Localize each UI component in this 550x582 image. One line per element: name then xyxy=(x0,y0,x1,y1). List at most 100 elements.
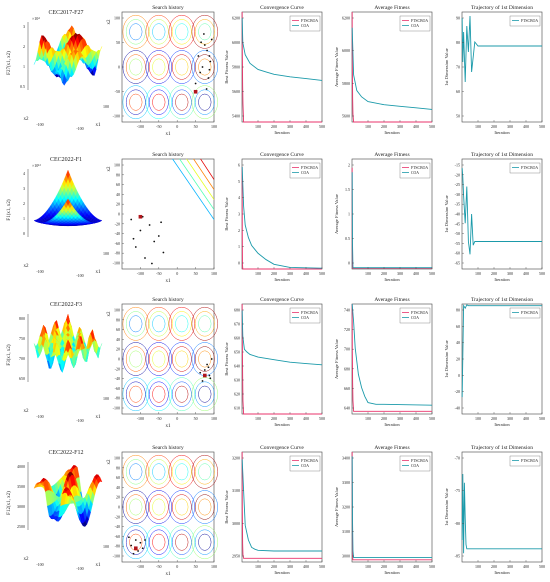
x-tick-label: 50 xyxy=(194,416,198,421)
contour-line xyxy=(191,14,218,49)
x2-axis-label: x2 xyxy=(24,117,30,122)
x-tick-label: 400 xyxy=(413,564,419,569)
contour-line xyxy=(175,58,189,76)
search-point xyxy=(139,229,142,232)
contour-line xyxy=(194,311,215,337)
x-tick-label: 100 xyxy=(475,416,481,421)
contour-line xyxy=(171,346,192,372)
best-point-marker xyxy=(193,89,198,94)
y-tick-label: 6 xyxy=(238,163,240,168)
y-tick-label: -20 xyxy=(115,221,120,226)
y-tick-label: 3000 xyxy=(342,554,350,559)
best-point-marker xyxy=(138,214,143,219)
legend-box xyxy=(399,307,431,324)
panel-title: Convergence Curve xyxy=(260,297,304,303)
axes-box xyxy=(461,451,543,563)
contour-line xyxy=(193,158,215,190)
y-tick-label: 660 xyxy=(234,336,240,341)
legend-label: FTSCBOA xyxy=(521,311,538,315)
panel-title: Average Fitness xyxy=(374,152,409,158)
panel-title: Average Fitness xyxy=(374,297,409,303)
legend-box xyxy=(509,15,541,27)
x-tick-label: 300 xyxy=(397,124,403,129)
y-tick-label: 80 xyxy=(116,465,120,470)
contour-line xyxy=(191,306,218,341)
contour-line xyxy=(129,58,143,76)
x-axis-label: x1 xyxy=(166,424,172,429)
legend-label: COA xyxy=(411,464,419,468)
legend-box xyxy=(399,15,431,32)
contour-line xyxy=(129,463,143,481)
y-tick-label: 630 xyxy=(234,378,240,383)
x-tick-label: 300 xyxy=(507,416,513,421)
x-axis-label: Iteration xyxy=(494,277,510,282)
search-point xyxy=(144,539,146,541)
x-tick-label: 300 xyxy=(287,416,293,421)
y-axis-label: 1st Dimension Value xyxy=(444,340,449,377)
y-tick-label: 60 xyxy=(116,327,120,332)
search-point xyxy=(194,82,197,85)
contour-line xyxy=(175,93,189,111)
legend-label: FTSCBOA xyxy=(521,459,538,463)
y-tick-label: 3400 xyxy=(342,456,350,461)
contour-line xyxy=(171,529,192,555)
y-axis-label: 1st Dimension Value xyxy=(444,488,449,525)
x-tick-label: 100 xyxy=(103,104,109,109)
y-tick-label: -60 xyxy=(455,251,460,256)
convergence-panel-3: Convergence Curve 100 200 300 400 500 3200 3100… xyxy=(224,445,325,575)
y-tick-label: 5800 xyxy=(232,65,240,70)
convergence-panel-0: Convergence Curve 100 200 300 400 500 6200 6000… xyxy=(224,5,325,135)
x-tick-label: 100 xyxy=(365,271,371,276)
x-axis-label: Iteration xyxy=(494,422,510,427)
y-tick-label: -85 xyxy=(455,554,460,559)
search-point xyxy=(151,262,153,265)
x-tick-label: 200 xyxy=(381,416,387,421)
y-tick-label: 80 xyxy=(456,40,460,45)
contour-line xyxy=(198,533,212,551)
contour-line xyxy=(194,381,215,407)
contour-line xyxy=(148,381,169,407)
x-tick-label: 400 xyxy=(413,416,419,421)
y-axis-label: Best Fitness Value xyxy=(224,342,229,375)
x-tick-label: 50 xyxy=(194,124,198,129)
y-tick-label: 0 xyxy=(348,261,350,266)
x-tick-label: 400 xyxy=(303,124,309,129)
contour-line xyxy=(145,377,172,412)
contour-line xyxy=(198,58,212,76)
y-tick-label: 20 xyxy=(116,202,120,207)
contour-line xyxy=(129,315,143,333)
y-tick-label: -100 xyxy=(113,261,120,266)
surface-mesh xyxy=(33,465,103,527)
y-tick-label: -100 xyxy=(113,114,120,119)
legend-box xyxy=(289,455,321,472)
legend: FTSCBOA xyxy=(509,15,541,27)
landscape-title: CEC2022-F1 xyxy=(50,157,82,163)
y-axis-label: Best Fitness Value xyxy=(224,197,229,230)
z-scale-label: ×10¹² xyxy=(32,163,41,168)
x-tick-label: 400 xyxy=(523,564,529,569)
contour-line xyxy=(145,85,172,120)
y-tick-label: 5600 xyxy=(342,114,350,119)
x-tick-label: 500 xyxy=(539,124,545,129)
y-tick-label: 6000 xyxy=(232,40,240,45)
x-tick-label: 200 xyxy=(271,416,277,421)
contour-line xyxy=(152,385,166,403)
legend-label: FTSCBOA xyxy=(411,166,428,170)
y-tick-label: 1 xyxy=(238,244,240,249)
contour-line xyxy=(191,525,218,560)
series-line-ftscboa xyxy=(461,473,542,554)
z-tick-label: 2500 xyxy=(17,524,25,529)
y-tick-label: 3200 xyxy=(342,505,350,510)
x-tick-label: 100 xyxy=(211,564,217,569)
panel-title: Trajectory of 1st Dimension xyxy=(471,151,533,158)
x-tick-label: 100 xyxy=(255,271,261,276)
convergence-panel-1: Convergence Curve 100 200 300 400 500 6 5 4 3 2 1 0 I… xyxy=(224,152,325,282)
contour-line xyxy=(198,463,212,481)
z-tick-label: 4 xyxy=(23,171,25,176)
y-axis-label: x2 xyxy=(107,311,112,317)
contour-line xyxy=(148,529,169,555)
y-tick-label: 5600 xyxy=(232,89,240,94)
search-point xyxy=(200,41,203,44)
contour-line xyxy=(194,89,215,115)
series-line-coa xyxy=(241,166,323,269)
